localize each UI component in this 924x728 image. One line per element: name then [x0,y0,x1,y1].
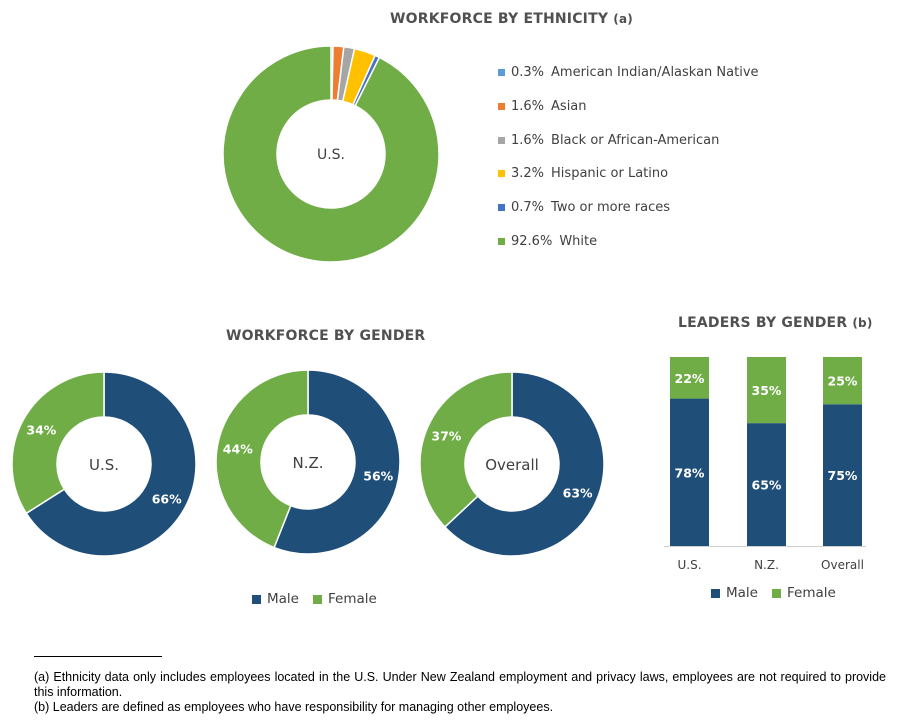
ethnicity-legend-swatch [498,136,505,144]
ethnicity-legend-label: Two or more races [551,200,671,216]
gender-n-z-female-value: 44% [223,442,253,457]
gender-legend-female-label: Female [327,591,377,607]
leaders-category-label-n-z: N.Z. [754,558,779,572]
ethnicity-title-note: (a) [613,12,633,26]
gender-chart-title: WORKFORCE BY GENDER [226,328,425,344]
gender-u-s-female-slice [11,371,105,515]
leaders-category-label-u-s: U.S. [677,558,701,572]
ethnicity-legend-label: American Indian/Alaskan Native [551,65,759,80]
ethnicity-legend-value: 92.6% [511,234,553,249]
gender-legend-male-swatch [252,594,261,604]
leaders-bar-n-z-female [747,357,786,424]
leaders-n-z-male-value: 65% [752,478,782,493]
leaders-bar-u-s-male [670,398,709,546]
leaders-bar-n-z-male [747,423,786,546]
footnote-b: (b) Leaders are defined as employees who… [34,700,554,714]
ethnicity-chart-title: WORKFORCE BY ETHNICITY (a) [390,11,633,27]
ethnicity-center-label: U.S. [317,147,345,163]
footnote-divider [34,656,162,657]
ethnicity-legend-value: 1.6% [511,132,545,148]
ethnicity-legend-swatch [498,204,505,212]
ethnicity-legend-value: 3.2% [511,166,545,182]
ethnicity-legend-item-asian: 1.6% Asian [498,99,587,114]
ethnicity-legend-swatch [498,170,505,178]
ethnicity-legend-swatch [498,102,505,110]
ethnicity-legend-item-hispanic-or-latino: 3.2% Hispanic or Latino [498,166,668,181]
leaders-bar-overall-female [823,357,862,405]
gender-n-z-male-value: 56% [363,468,393,483]
ethnicity-legend-item-american-indian-alaskan-native: 0.3% American Indian/Alaskan Native [498,65,759,80]
ethnicity-legend-swatch [498,238,505,245]
ethnicity-legend-item-white: 92.6% White [498,234,597,249]
gender-u-s-male-slice [25,371,197,557]
leaders-chart-title: LEADERS BY GENDER (b) [678,315,873,331]
gender-overall-female-slice [419,371,513,529]
leaders-bar-u-s-female [670,357,709,399]
leaders-title-text: LEADERS BY GENDER [678,315,848,331]
leaders-category-label-overall: Overall [821,558,864,572]
gender-n-z-center-label: N.Z. [292,454,323,472]
leaders-legend-male-swatch [711,588,720,598]
ethnicity-legend-label: Black or African-American [551,132,720,148]
ethnicity-slice-white [222,45,440,263]
ethnicity-legend-value: 0.3% [511,65,545,80]
ethnicity-legend-value: 1.6% [511,98,545,114]
leaders-u-s-female-value: 22% [675,371,705,386]
gender-overall-male-slice [443,371,605,557]
gender-u-s-center-label: U.S. [89,456,119,474]
gender-u-s-female-value: 34% [26,423,56,438]
leaders-legend-male-label: Male [726,585,758,601]
gender-u-s-male-value: 66% [152,491,182,506]
gender-n-z-male-slice [273,369,401,555]
gender-legend-male-label: Male [267,591,299,607]
leaders-title-note: (b) [852,316,873,330]
gender-title-text: WORKFORCE BY GENDER [226,328,426,344]
leaders-overall-male-value: 75% [828,468,858,483]
gender-overall-male-value: 63% [563,485,593,500]
ethnicity-legend-label: Hispanic or Latino [551,166,669,182]
leaders-u-s-male-value: 78% [675,465,705,480]
ethnicity-legend-item-black-or-african-american: 1.6% Black or African-American [498,133,719,148]
ethnicity-legend-label: Asian [551,98,587,114]
leaders-n-z-female-value: 35% [752,383,782,398]
leaders-overall-female-value: 25% [828,374,858,389]
ethnicity-legend-item-two-or-more-races: 0.7% Two or more races [498,200,670,215]
footnote-a: (a) Ethnicity data only includes employe… [34,670,886,699]
gender-legend-female-swatch [312,594,322,604]
leaders-legend-female-label: Female [786,585,836,601]
gender-overall-center-label: Overall [485,456,539,474]
ethnicity-title-text: WORKFORCE BY ETHNICITY [390,11,609,27]
leaders-legend: Male Female [711,585,850,601]
leaders-legend-female-swatch [771,588,781,598]
gender-legend: Male Female [252,591,391,607]
ethnicity-legend-swatch [498,69,505,76]
leaders-bar-overall-male [823,404,862,546]
ethnicity-legend-value: 0.7% [511,200,545,216]
gender-overall-female-value: 37% [431,429,461,444]
gender-n-z-female-slice [215,369,309,549]
ethnicity-legend-label: White [559,234,598,249]
